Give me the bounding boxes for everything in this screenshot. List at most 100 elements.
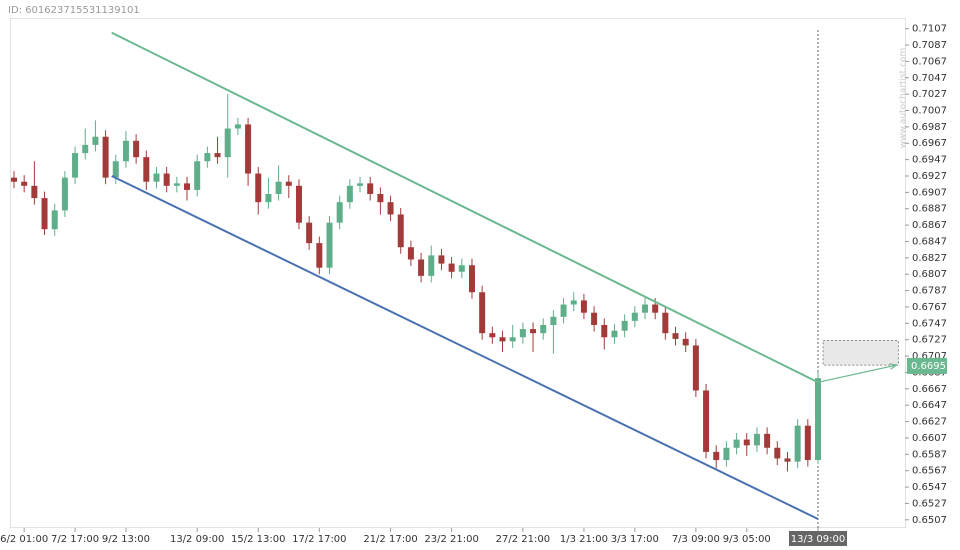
candle-body (31, 185, 38, 199)
candle-body (764, 433, 771, 448)
y-tick-label: 0.6927 (912, 171, 947, 182)
y-tick-label: 0.6547 (912, 482, 947, 493)
candle-body (326, 222, 333, 268)
y-tick-label: 0.7107 (912, 24, 947, 35)
candle-body (234, 124, 241, 129)
candle-body (662, 312, 669, 334)
x-tick-label: 15/2 13:00 (231, 534, 285, 545)
candle-body (611, 330, 618, 338)
y-tick-label: 0.7067 (912, 56, 947, 67)
candle-body (72, 153, 79, 178)
candle-body (397, 214, 404, 248)
candle-body (367, 183, 374, 195)
candle-body (285, 181, 292, 186)
candle-body (346, 185, 353, 203)
candle-body (652, 304, 659, 313)
y-tick-label: 0.6587 (912, 449, 947, 460)
candle-body (316, 243, 323, 268)
y-tick-label: 0.6507 (912, 515, 947, 526)
candle-body (499, 337, 506, 342)
plot-frame (10, 18, 906, 528)
last-price-label: 0.6695 (911, 361, 946, 372)
candle-body (295, 185, 302, 223)
candle-body (163, 173, 170, 186)
x-tick-label: 13/3 09:00 (791, 534, 845, 545)
candle-body (703, 390, 710, 452)
trend-line (111, 31, 819, 384)
x-label-highlight (789, 531, 847, 546)
x-tick-label: 21/2 17:00 (363, 534, 417, 545)
candle-body (804, 425, 811, 461)
arrow-head (889, 363, 898, 370)
x-tick-label: 9/2 13:00 (102, 534, 150, 545)
candle-body (438, 255, 445, 264)
candle-body (336, 202, 343, 223)
candle-body (204, 153, 211, 162)
x-tick-label: 23/2 21:00 (424, 534, 478, 545)
forecast-arrow (817, 364, 897, 383)
candle-body (265, 194, 272, 203)
y-tick-label: 0.6767 (912, 302, 947, 313)
candle-body (21, 181, 28, 186)
x-tick-label: 3/3 17:00 (611, 534, 659, 545)
candle-body (448, 263, 455, 272)
candle-body (51, 210, 58, 230)
candle-body (692, 345, 699, 391)
y-tick-label: 0.6867 (912, 220, 947, 231)
candle-body (184, 183, 191, 190)
candle-body (41, 198, 48, 230)
candle-body (540, 324, 547, 334)
candle-body (753, 433, 760, 446)
candle-body (143, 157, 150, 182)
y-tick-label: 0.7087 (912, 40, 947, 51)
candle-body (387, 202, 394, 215)
candle-body (102, 136, 109, 178)
candle-body (428, 255, 435, 276)
candle-body (112, 161, 119, 178)
candle-body (672, 333, 679, 339)
y-tick-label: 0.7007 (912, 106, 947, 117)
y-tick-label: 0.6967 (912, 138, 947, 149)
candle-body (133, 140, 140, 158)
candle-body (784, 458, 791, 462)
y-tick-label: 0.6787 (912, 286, 947, 297)
y-tick-label: 0.7027 (912, 89, 947, 100)
x-tick-label: 9/3 05:00 (723, 534, 771, 545)
candle-body (194, 161, 201, 190)
y-tick-label: 0.6707 (912, 351, 947, 362)
trend-line (111, 175, 819, 520)
y-tick-label: 0.6647 (912, 400, 947, 411)
y-tick-label: 0.6807 (912, 269, 947, 280)
candle-body (601, 324, 608, 338)
watermark: www.autochartist.com (899, 48, 909, 149)
candle-body (519, 329, 526, 338)
y-tick-label: 0.6947 (912, 155, 947, 166)
candle-body (641, 304, 648, 313)
x-tick-label: 1/3 21:00 (560, 534, 608, 545)
candle-body (214, 153, 221, 158)
candle-body (570, 300, 577, 305)
candle-body (815, 378, 821, 461)
candle-body (743, 439, 750, 446)
x-tick-label: 7/3 09:00 (672, 534, 720, 545)
candle-body (82, 144, 89, 154)
candle-body (224, 128, 231, 158)
y-tick-label: 0.6747 (912, 318, 947, 329)
x-tick-label: 27/2 21:00 (496, 534, 550, 545)
candle-body (530, 329, 537, 334)
chart-id: ID: 601623715531139101 (8, 5, 140, 16)
y-tick-label: 0.6827 (912, 253, 947, 264)
candle-body (479, 292, 486, 334)
candle-body (733, 439, 740, 448)
candle-body (713, 451, 720, 461)
x-tick-label: 6/2 01:00 (0, 534, 48, 545)
y-tick-label: 0.6567 (912, 466, 947, 477)
candle-body (407, 247, 414, 260)
candle-body (418, 259, 425, 276)
candle-body (580, 300, 587, 313)
candle-body (458, 265, 465, 272)
candle-body (682, 338, 689, 346)
candle-body (173, 183, 180, 186)
